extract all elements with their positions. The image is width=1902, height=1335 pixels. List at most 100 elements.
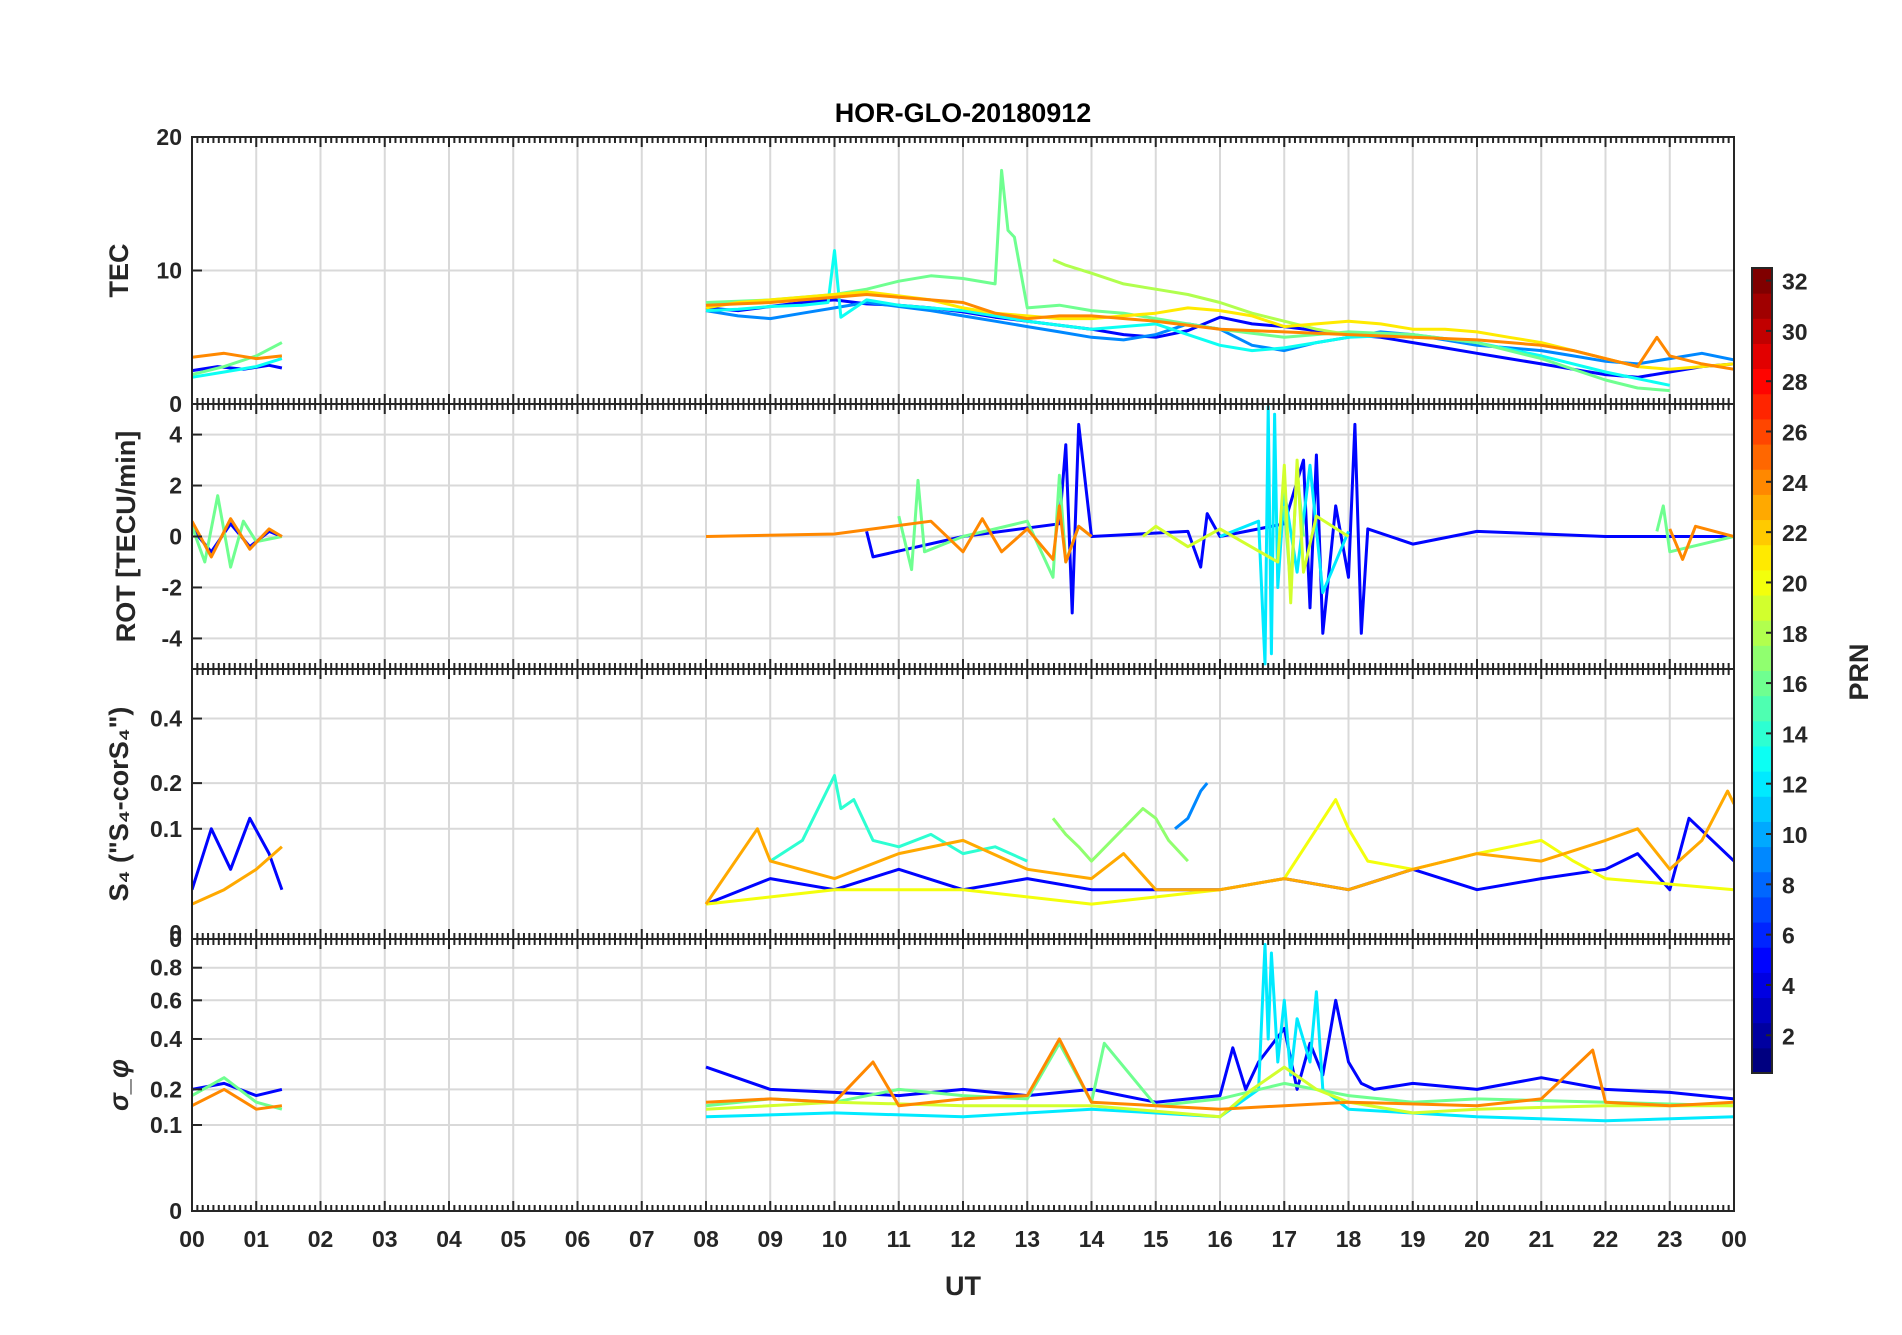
colorbar-swatch (1752, 393, 1772, 420)
y-tick-label: 4 (169, 422, 182, 448)
colorbar-tick-label: 24 (1782, 470, 1808, 496)
x-tick-label: 12 (950, 1226, 976, 1252)
colorbar-swatch (1752, 1022, 1772, 1049)
colorbar-swatch (1752, 318, 1772, 344)
x-tick-label: 08 (693, 1226, 719, 1252)
colorbar-swatch (1752, 268, 1772, 294)
colorbar-swatch (1752, 418, 1772, 445)
colorbar-frame (1751, 267, 1773, 1074)
x-tick-label: 17 (1271, 1226, 1297, 1252)
y-tick-label: 0.6 (150, 987, 182, 1013)
x-tick-label: 18 (1336, 1226, 1362, 1252)
colorbar-tick-label: 18 (1782, 621, 1808, 647)
series-line-prn-24 (705, 1037, 1734, 1111)
series-line-prn-24 (192, 351, 283, 361)
series-line-prn-5 (865, 422, 1734, 635)
x-tick-label: 10 (822, 1226, 848, 1252)
series-line-prn-13 (192, 357, 283, 379)
series-line-prn-14 (769, 774, 1028, 863)
y-tick-label: 0.4 (150, 1026, 182, 1052)
series-line-prn-16 (1655, 504, 1734, 554)
x-tick-label: 16 (1207, 1226, 1233, 1252)
x-tick-label: 23 (1657, 1226, 1683, 1252)
series-group-s4 (192, 774, 1734, 906)
series-line-prn-23 (704, 789, 1734, 905)
y-tick-label: 0.4 (150, 706, 182, 732)
colorbar-tick-label: 8 (1782, 872, 1795, 898)
colorbar-swatch (1752, 670, 1772, 697)
colorbar-swatch (1752, 595, 1772, 621)
panel-rot: -4 -2 0 2 4 ROT [TECU/min] (111, 403, 1735, 670)
x-tick-label: 02 (308, 1226, 334, 1252)
series-group-sigma_phi (192, 943, 1734, 1123)
colorbar-tick-label: 32 (1782, 269, 1808, 295)
colorbar-swatch (1752, 846, 1772, 873)
colorbar-tick-label: 30 (1782, 319, 1808, 345)
series-line-prn-17 (1051, 807, 1189, 863)
colorbar-swatch (1752, 720, 1772, 747)
colorbar-swatch (1752, 620, 1772, 646)
colorbar-swatch (1752, 1047, 1772, 1074)
y-tick-label: 10 (156, 258, 182, 284)
colorbar-swatch (1752, 343, 1772, 370)
colorbar-swatch (1752, 695, 1772, 722)
colorbar-tick-label: 16 (1782, 671, 1808, 697)
x-tick-label: 20 (1464, 1226, 1490, 1252)
series-line-prn-24 (192, 517, 283, 559)
series-line-prn-9 (1174, 782, 1209, 830)
colorbar-swatch (1752, 972, 1772, 999)
series-line-prn-19 (705, 1065, 1734, 1119)
x-tick-label: 05 (500, 1226, 526, 1252)
colorbar-swatch (1752, 645, 1772, 671)
y-axis-label-tec: TEC (104, 244, 134, 298)
series-group-tec (192, 168, 1734, 393)
colorbar-tick-label: 14 (1782, 721, 1808, 747)
colorbar-swatch (1752, 997, 1772, 1024)
colorbar-swatch (1752, 569, 1772, 596)
colorbar-swatch (1752, 947, 1772, 973)
x-tick-label: 09 (757, 1226, 783, 1252)
colorbar-swatch (1752, 293, 1772, 319)
panel-s4: 00 0.1 0.2 0.4 S₄ ("S₄-corS₄") (104, 668, 1735, 952)
colorbar-swatch (1752, 796, 1772, 822)
y-tick-label: 2 (169, 473, 182, 499)
y-tick-label: 0.2 (150, 1076, 182, 1102)
colorbar-swatch (1752, 821, 1772, 848)
series-line-prn-16 (192, 1076, 283, 1111)
y-tick-label: 0 (169, 926, 182, 952)
colorbar-tick-label: 20 (1782, 570, 1808, 596)
colorbar-tick-label: 4 (1782, 973, 1795, 999)
colorbar-swatch (1752, 469, 1772, 495)
y-tick-label: 0 (169, 1198, 182, 1224)
x-axis: 00 01 02 03 04 05 06 07 08 09 10 11 12 13 14 15 16 17 18 19… (179, 1226, 1747, 1252)
panel-sigma_phi: 0 0.1 0.2 0.4 0.6 0.8 σ_φ (104, 938, 1735, 1224)
series-group-rot (192, 405, 1734, 666)
y-tick-label: 0 (169, 524, 182, 550)
colorbar-tick-label: 28 (1782, 369, 1808, 395)
series-line-prn-12 (705, 943, 1734, 1123)
colorbar-swatch (1752, 494, 1772, 521)
x-tick-label: 03 (372, 1226, 398, 1252)
chart-title: HOR-GLO-20180912 (835, 98, 1092, 128)
panel-tec: 0 10 20 TEC (104, 124, 1735, 417)
x-tick-label: 04 (436, 1226, 462, 1252)
x-tick-label: 14 (1079, 1226, 1105, 1252)
series-line-prn-12 (1219, 405, 1350, 666)
colorbar-tick-label: 12 (1782, 772, 1808, 798)
colorbar-swatch (1752, 771, 1772, 797)
x-tick-label: 01 (243, 1226, 269, 1252)
y-axis-label-s4: S₄ ("S₄-corS₄") (104, 707, 134, 902)
colorbar-swatch (1752, 745, 1772, 772)
x-tick-label: 13 (1014, 1226, 1040, 1252)
series-line-prn-24 (705, 293, 1734, 371)
y-tick-label: -2 (162, 574, 182, 600)
colorbar-swatch (1752, 368, 1772, 395)
y-tick-label: 0.1 (150, 816, 182, 842)
x-tick-label: 07 (629, 1226, 655, 1252)
y-tick-label: 0.8 (150, 955, 182, 981)
colorbar-tick-label: 22 (1782, 520, 1808, 546)
series-line-prn-24 (192, 1087, 283, 1111)
